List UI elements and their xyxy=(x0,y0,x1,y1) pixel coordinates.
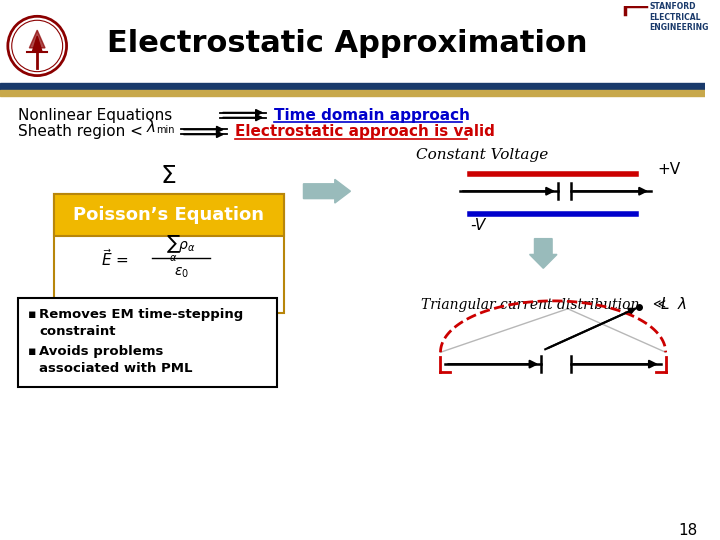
Text: Time domain approach: Time domain approach xyxy=(274,107,470,123)
Polygon shape xyxy=(30,30,45,48)
Text: Nonlinear Equations: Nonlinear Equations xyxy=(17,107,172,123)
Bar xyxy=(54,194,284,235)
Text: ▪: ▪ xyxy=(27,308,36,321)
Text: Electrostatic approach is valid: Electrostatic approach is valid xyxy=(235,124,495,139)
Text: ≪: ≪ xyxy=(652,298,665,312)
Text: associated with PML: associated with PML xyxy=(39,362,193,375)
Text: -V: -V xyxy=(470,218,485,233)
Text: constraint: constraint xyxy=(39,325,116,338)
FancyArrow shape xyxy=(530,239,557,268)
Text: Poisson’s Equation: Poisson’s Equation xyxy=(73,206,264,224)
Text: Constant Voltage: Constant Voltage xyxy=(416,147,548,161)
Text: $\lambda$: $\lambda$ xyxy=(146,119,156,135)
Text: +V: +V xyxy=(658,162,681,177)
Polygon shape xyxy=(32,36,42,52)
Text: Sheath region <: Sheath region < xyxy=(17,124,148,139)
Text: Electrostatic Approximation: Electrostatic Approximation xyxy=(107,30,588,58)
FancyArrow shape xyxy=(155,318,183,346)
Text: $\epsilon_0$: $\epsilon_0$ xyxy=(174,266,189,280)
Bar xyxy=(0,83,705,90)
Text: Triangular current distribution: Triangular current distribution xyxy=(421,298,639,312)
Text: $\vec{E}$ =: $\vec{E}$ = xyxy=(101,248,128,269)
Text: L: L xyxy=(661,298,670,312)
Text: 18: 18 xyxy=(678,523,698,538)
Bar xyxy=(54,194,284,313)
FancyArrow shape xyxy=(303,179,351,203)
Text: Σ: Σ xyxy=(161,164,177,188)
Bar xyxy=(17,298,277,387)
Text: min: min xyxy=(157,125,175,135)
Text: Removes EM time-stepping: Removes EM time-stepping xyxy=(39,308,243,321)
Text: STANFORD
ELECTRICAL
ENGINEERING: STANFORD ELECTRICAL ENGINEERING xyxy=(649,2,708,32)
Bar xyxy=(0,90,705,96)
Text: λ: λ xyxy=(678,298,686,312)
Text: Avoids problems: Avoids problems xyxy=(39,345,163,358)
Text: $\sum_\alpha \rho_\alpha$: $\sum_\alpha \rho_\alpha$ xyxy=(166,233,196,264)
Text: ▪: ▪ xyxy=(27,345,36,358)
